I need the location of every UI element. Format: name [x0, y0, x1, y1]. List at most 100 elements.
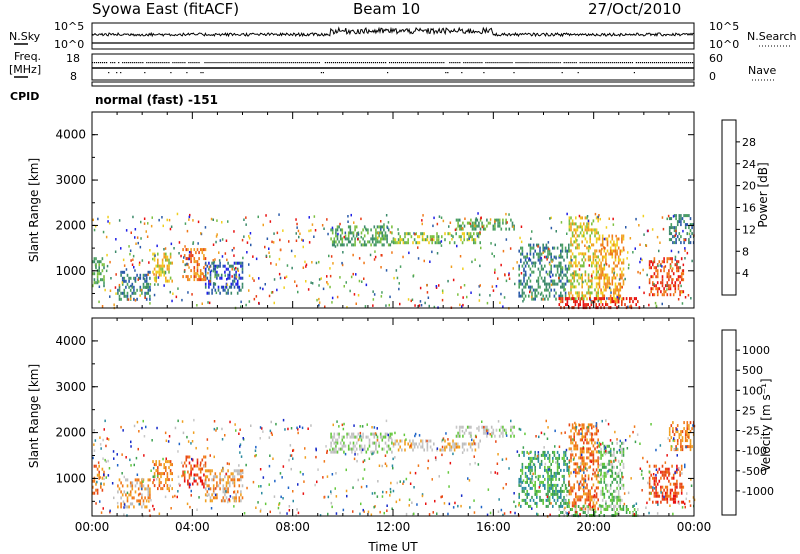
data-cell: [655, 473, 657, 477]
data-cell: [617, 291, 620, 295]
data-cell: [147, 496, 150, 500]
data-cell: [542, 483, 544, 487]
data-cell: [458, 425, 461, 429]
data-cell: [544, 453, 546, 457]
data-cell: [457, 224, 459, 228]
data-cell: [600, 264, 602, 268]
data-cell: [330, 490, 332, 493]
data-cell: [253, 297, 256, 301]
data-cell: [616, 480, 618, 484]
data-cell: [344, 231, 347, 235]
data-cell: [163, 466, 165, 470]
data-cell: [130, 440, 132, 444]
data-cell: [571, 219, 574, 223]
data-cell: [635, 511, 637, 514]
data-cell: [670, 226, 673, 230]
data-cell: [627, 508, 629, 511]
data-cell: [149, 302, 151, 305]
data-cell: [115, 292, 117, 295]
data-cell: [675, 430, 677, 434]
data-cell: [544, 468, 546, 472]
data-cell: [502, 305, 504, 308]
data-cell: [575, 441, 577, 445]
data-cell: [593, 297, 596, 301]
data-cell: [593, 498, 596, 502]
data-cell: [600, 288, 602, 292]
nave-dot: [543, 62, 545, 64]
data-cell: [595, 459, 598, 463]
data-cell: [584, 294, 587, 298]
data-cell: [570, 258, 572, 262]
data-cell: [230, 285, 233, 289]
data-cell: [238, 261, 241, 265]
data-cell: [116, 464, 119, 467]
data-cell: [328, 254, 330, 258]
data-cell: [653, 266, 656, 270]
data-cell: [675, 217, 677, 221]
data-cell: [600, 471, 602, 475]
data-cell: [563, 508, 565, 511]
data-cell: [589, 492, 591, 496]
data-cell: [297, 431, 299, 435]
data-cell: [274, 479, 276, 483]
nave-dot: [451, 62, 453, 64]
data-cell: [214, 475, 217, 479]
data-cell: [558, 495, 560, 499]
data-cell: [639, 442, 641, 445]
data-cell: [331, 243, 334, 247]
data-cell: [134, 291, 137, 295]
data-cell: [595, 273, 598, 277]
data-cell: [131, 282, 134, 286]
data-cell: [428, 304, 430, 308]
data-cell: [330, 492, 332, 495]
data-cell: [689, 442, 692, 446]
data-cell: [561, 249, 564, 253]
data-cell: [578, 225, 580, 229]
data-cell: [471, 438, 473, 442]
data-cell: [484, 431, 487, 435]
data-cell: [145, 286, 147, 289]
data-cell: [614, 243, 617, 247]
data-cell: [546, 273, 549, 276]
data-cell: [235, 270, 237, 274]
data-cell: [291, 266, 293, 270]
data-cell: [238, 276, 241, 280]
data-cell: [383, 237, 385, 241]
data-cell: [652, 261, 654, 264]
data-cell: [235, 275, 238, 279]
data-cell: [219, 239, 222, 242]
data-cell: [573, 228, 575, 232]
nave-dot: [108, 72, 110, 74]
nave-dot: [210, 62, 212, 64]
nave-dot: [114, 62, 116, 64]
data-cell: [571, 282, 574, 286]
data-cell: [597, 474, 599, 477]
data-cell: [550, 226, 553, 230]
data-cell: [224, 490, 226, 494]
data-cell: [389, 487, 392, 491]
data-cell: [621, 261, 623, 265]
data-cell: [232, 265, 234, 268]
data-cell: [550, 483, 552, 487]
data-cell: [233, 481, 236, 485]
data-cell: [214, 258, 216, 261]
data-cell: [565, 303, 567, 307]
data-cell: [123, 270, 126, 274]
data-cell: [417, 241, 419, 245]
data-cell: [318, 301, 321, 304]
data-cell: [386, 226, 389, 229]
data-cell: [171, 478, 173, 482]
data-cell: [672, 482, 675, 486]
data-cell: [547, 426, 549, 429]
data-cell: [262, 430, 264, 433]
data-cell: [374, 432, 377, 435]
data-cell: [625, 511, 628, 514]
data-cell: [128, 285, 130, 289]
data-cell: [670, 446, 673, 450]
data-cell: [360, 438, 363, 442]
data-cell: [611, 453, 614, 457]
data-cell: [531, 246, 533, 250]
data-cell: [284, 428, 286, 431]
data-cell: [399, 445, 401, 449]
data-cell: [165, 439, 168, 442]
